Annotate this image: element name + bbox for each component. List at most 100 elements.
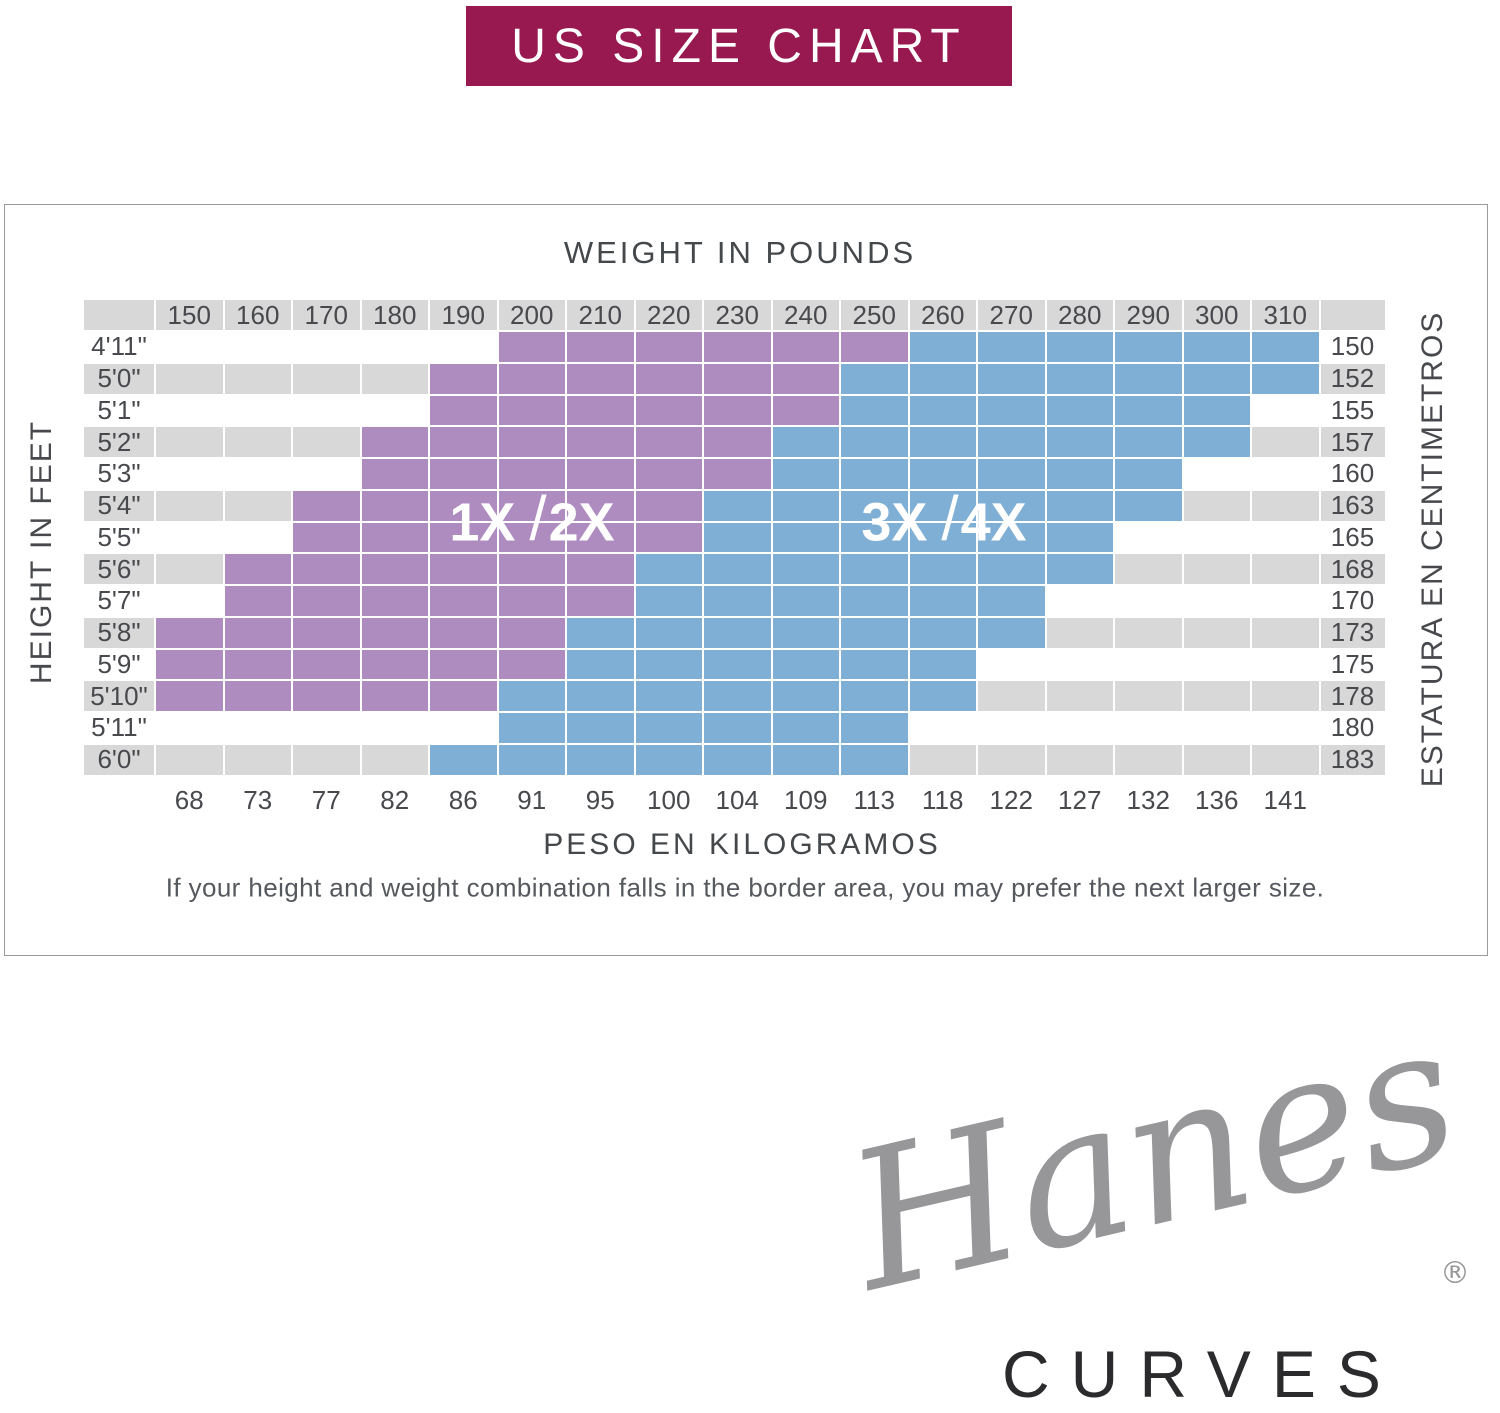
cm-row-label: 168 [1320, 554, 1385, 584]
grid-cell [772, 649, 839, 680]
grid-cell [498, 459, 565, 489]
grid-cell [841, 554, 908, 584]
grid-cell [909, 649, 976, 680]
weight-column-header: 190 [430, 300, 497, 330]
grid-cell [704, 490, 771, 521]
grid-cell [567, 395, 634, 426]
grid-cell [361, 395, 428, 426]
grid-cell [635, 363, 702, 394]
cm-row-label: 150 [1320, 331, 1385, 362]
grid-cell [224, 744, 291, 775]
grid-cell [1046, 586, 1113, 616]
grid-cell [224, 617, 291, 648]
grid-cell [978, 522, 1045, 553]
size-grid: 150 160 170 180 190 200 210 220 230 240 250 260 270 2… [84, 300, 1385, 775]
grid-cell [772, 522, 839, 553]
grid-corner-cell [1320, 300, 1385, 330]
grid-corner-cell [84, 300, 154, 330]
grid-cell [430, 427, 497, 457]
grid-cell [635, 459, 702, 489]
grid-cell [361, 744, 428, 775]
grid-cell [293, 459, 360, 489]
grid-cell [909, 586, 976, 616]
grid-cell [1183, 649, 1250, 680]
grid-cell [1252, 649, 1319, 680]
grid-cell [1183, 744, 1250, 775]
grid-cell [841, 332, 908, 362]
grid-cell [293, 522, 360, 553]
grid-cell [156, 649, 223, 680]
grid-cell [361, 522, 428, 553]
grid-cell [1252, 617, 1319, 648]
weight-column-header: 230 [704, 300, 771, 330]
grid-cell [430, 332, 497, 362]
grid-cell [498, 554, 565, 584]
cm-row-label: 170 [1320, 585, 1385, 616]
grid-cell [909, 363, 976, 394]
weight-column-header: 200 [498, 300, 565, 330]
grid-cell [1252, 427, 1319, 457]
grid-cell [498, 522, 565, 553]
grid-cell [909, 395, 976, 426]
grid-cell [978, 363, 1045, 394]
height-row-label: 4'11" [84, 331, 154, 362]
grid-cell [224, 395, 291, 426]
grid-cell [361, 649, 428, 680]
grid-cell [361, 490, 428, 521]
grid-cell [841, 681, 908, 711]
grid-cell [635, 427, 702, 457]
grid-cell [567, 332, 634, 362]
grid-cell [635, 522, 702, 553]
grid-cell [909, 332, 976, 362]
grid-cell [156, 522, 223, 553]
height-row-label: 5'10" [84, 681, 154, 711]
grid-cell [430, 363, 497, 394]
grid-cell [156, 459, 223, 489]
grid-cell [567, 713, 634, 743]
grid-cell [224, 332, 291, 362]
kg-column-label: 109 [784, 784, 828, 815]
grid-cell [909, 744, 976, 775]
grid-cell [978, 617, 1045, 648]
grid-cell [1183, 490, 1250, 521]
grid-cell [635, 586, 702, 616]
grid-cell [156, 332, 223, 362]
grid-cell [772, 713, 839, 743]
grid-cell [293, 395, 360, 426]
grid-cell [704, 681, 771, 711]
height-row-label: 5'1" [84, 395, 154, 426]
grid-cell [1046, 681, 1113, 711]
grid-cell [704, 459, 771, 489]
grid-cell [293, 681, 360, 711]
grid-cell [430, 522, 497, 553]
grid-cell [361, 713, 428, 743]
grid-cell [567, 363, 634, 394]
grid-cell [567, 617, 634, 648]
height-row-label: 6'0" [84, 744, 154, 775]
grid-cell [909, 459, 976, 489]
grid-cell [841, 586, 908, 616]
grid-cell [1252, 522, 1319, 553]
grid-cell [567, 681, 634, 711]
grid-cell [293, 490, 360, 521]
grid-cell [1115, 649, 1182, 680]
grid-cell [1252, 459, 1319, 489]
height-row-label: 5'5" [84, 522, 154, 553]
grid-cell [1115, 427, 1182, 457]
grid-cell [772, 586, 839, 616]
weight-column-header: 210 [567, 300, 634, 330]
grid-cell [978, 490, 1045, 521]
grid-cell [1252, 744, 1319, 775]
kg-column-label: 100 [647, 784, 691, 815]
cm-row-label: 157 [1320, 427, 1385, 457]
grid-cell [1183, 332, 1250, 362]
kg-column-label: 77 [311, 784, 341, 815]
grid-cell [772, 681, 839, 711]
grid-cell [567, 744, 634, 775]
weight-column-header: 180 [361, 300, 428, 330]
grid-cell [156, 490, 223, 521]
height-row-label: 5'7" [84, 585, 154, 616]
grid-cell [498, 649, 565, 680]
grid-cell [361, 681, 428, 711]
grid-cell [1115, 586, 1182, 616]
